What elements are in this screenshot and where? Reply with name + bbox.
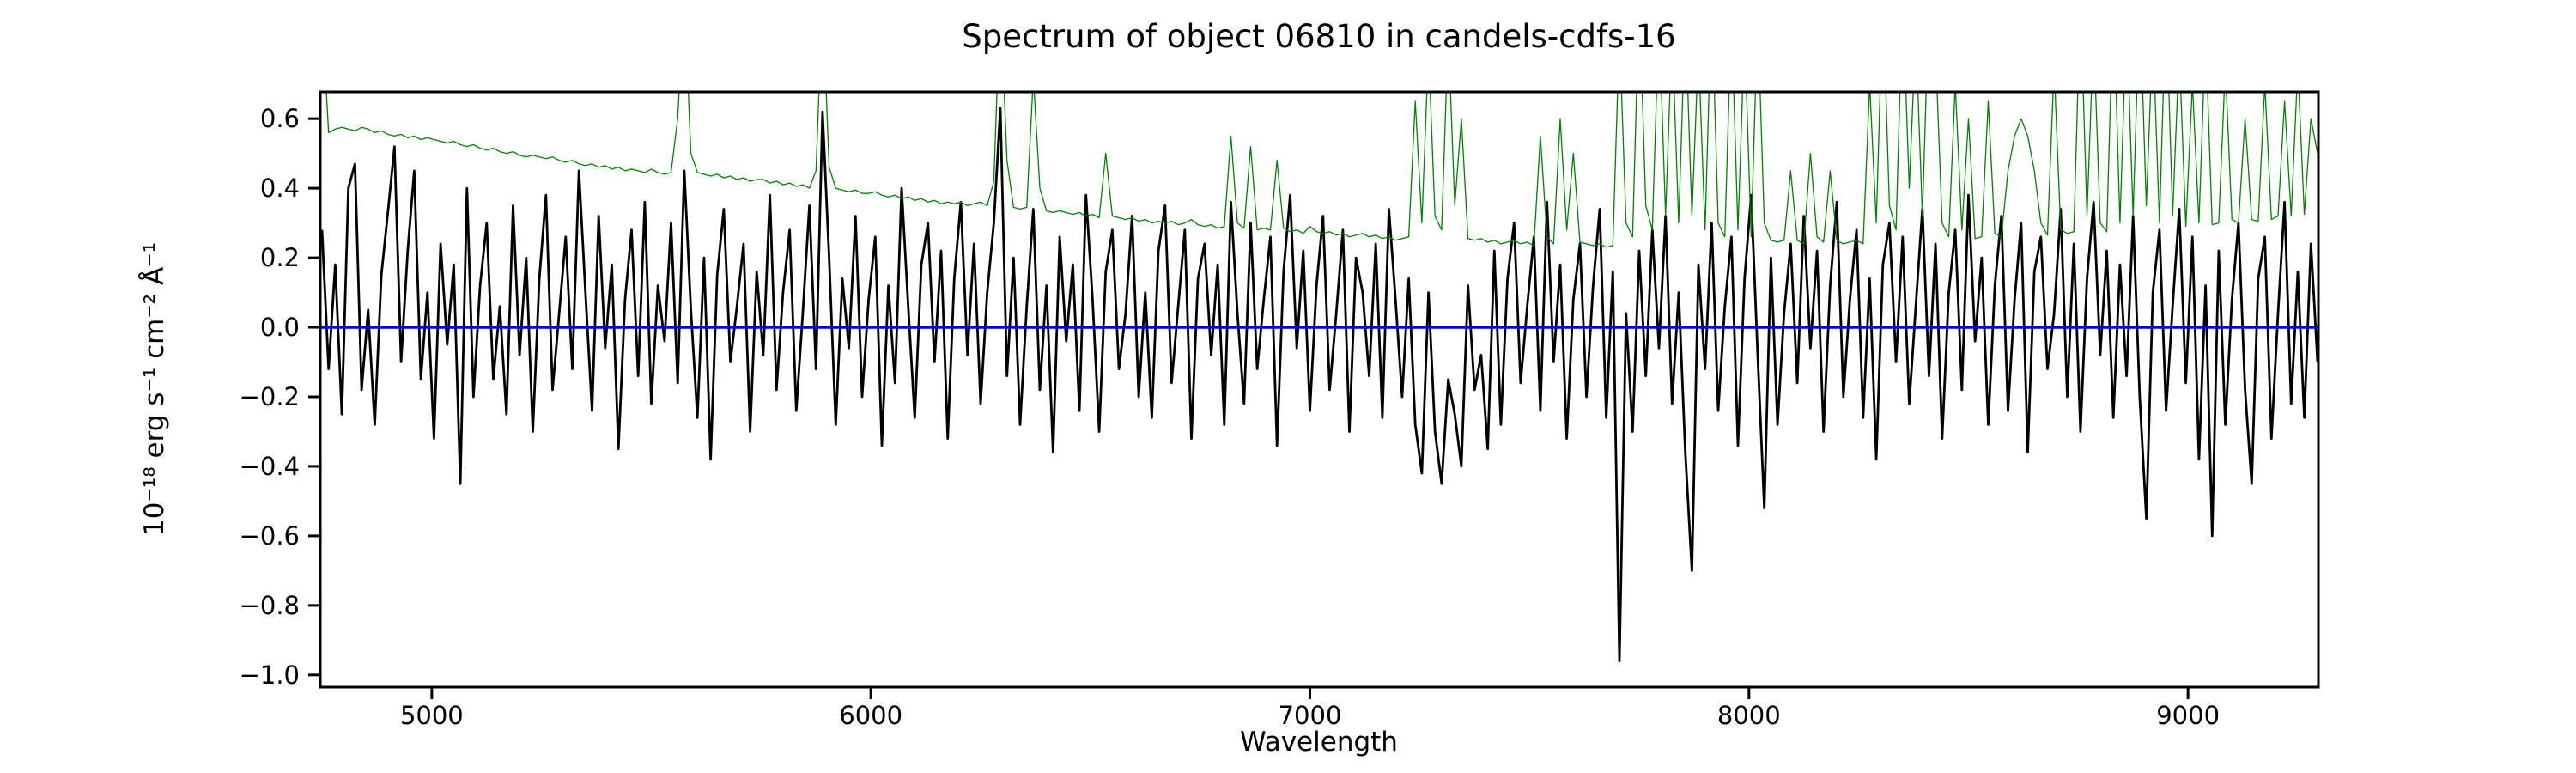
y-tick-label: 0.4 bbox=[260, 173, 300, 203]
series-layer bbox=[320, 92, 2318, 662]
axes-layer: 5000 6000 7000 8000 9000 −1.0 −0.8 −0.6 −0.4 −0.2… bbox=[240, 90, 2320, 730]
flux-line bbox=[320, 107, 2318, 662]
chart-title: Spectrum of object 06810 in candels-cdfs… bbox=[962, 18, 1675, 55]
noise-line bbox=[325, 92, 2318, 248]
x-tick-label: 8000 bbox=[1717, 701, 1781, 730]
y-tick-label: −0.2 bbox=[240, 382, 300, 411]
y-axis-label: 10⁻¹⁸ erg s⁻¹ cm⁻² Å⁻¹ bbox=[139, 242, 170, 536]
y-tick-label: 0.6 bbox=[260, 104, 300, 133]
x-tick-label: 6000 bbox=[839, 701, 902, 730]
y-tick-label: −0.8 bbox=[240, 591, 300, 620]
y-tick-label: 0.0 bbox=[260, 313, 300, 342]
x-tick-label: 5000 bbox=[400, 701, 464, 730]
y-tick-label: −1.0 bbox=[240, 660, 300, 690]
y-tick-label: −0.6 bbox=[240, 521, 300, 551]
y-tick-label: −0.4 bbox=[240, 452, 300, 481]
plot-spines bbox=[319, 90, 2320, 689]
x-tick-label: 9000 bbox=[2156, 701, 2220, 730]
y-tick-label: 0.2 bbox=[260, 243, 300, 272]
x-axis-label: Wavelength bbox=[1240, 727, 1398, 758]
x-tick-label: 7000 bbox=[1279, 701, 1342, 730]
